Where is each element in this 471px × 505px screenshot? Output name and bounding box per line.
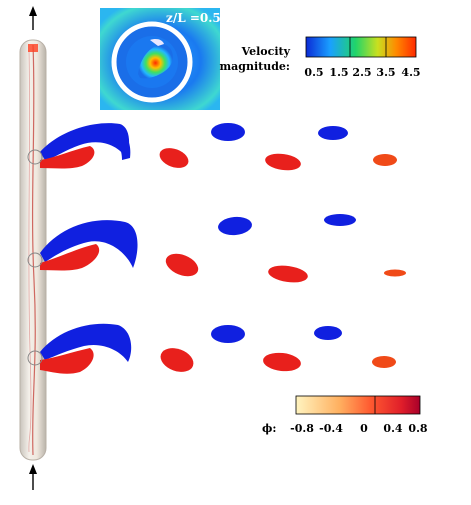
velocity-colorbar [305, 36, 417, 58]
vortex-blob [165, 253, 199, 277]
vortex-blob [265, 153, 301, 171]
vortex-blob [324, 214, 356, 226]
phi-legend-title: ϕ: [262, 422, 276, 435]
vortex-blob [40, 220, 138, 268]
velocity-legend-title-1: Velocity [241, 45, 291, 58]
top-arrow-icon [29, 6, 37, 30]
vortex-blob [314, 326, 342, 340]
phi-tick: 0.4 [383, 422, 402, 435]
vortex-blob [211, 123, 245, 141]
vortex-row-2 [27, 214, 406, 283]
phi-tick: -0.4 [319, 422, 343, 435]
phi-tick: -0.8 [290, 422, 314, 435]
vortex-blob [40, 146, 95, 169]
velocity-tick: 4.5 [401, 66, 420, 79]
vortex-blob [40, 348, 94, 374]
vortex-row-3 [27, 323, 396, 374]
vortex-blob [110, 128, 131, 160]
phi-legend: ϕ: -0.8 -0.4 0 0.4 0.8 [262, 395, 428, 435]
vortex-row-1 [27, 123, 397, 171]
inset-label: z/L =0.5 [166, 11, 221, 25]
vortex-blob [318, 126, 348, 140]
cylinder [19, 39, 47, 461]
vortex-blob [160, 348, 194, 372]
velocity-legend-title-2: magnitude: [220, 60, 290, 73]
vortex-blob [268, 265, 308, 283]
phi-tick: 0 [360, 422, 368, 435]
vortex-blob [384, 269, 406, 277]
inset-panel: z/L =0.5 [100, 8, 221, 110]
bottom-arrow-icon [29, 464, 37, 490]
vortex-blob [218, 216, 252, 236]
vortex-blob [372, 356, 396, 368]
vortex-blob [211, 325, 245, 343]
velocity-legend: Velocity magnitude: 0.5 1.5 2.5 3.5 4.5 [220, 36, 421, 79]
velocity-tick: 0.5 [304, 66, 323, 79]
vortex-blob [263, 352, 301, 372]
vortex-blob [159, 148, 189, 168]
vortex-blob [40, 123, 130, 160]
vortex-blob [40, 323, 132, 362]
phi-colorbar [295, 395, 421, 415]
velocity-tick: 2.5 [352, 66, 371, 79]
velocity-tick: 3.5 [376, 66, 395, 79]
vortex-blob [373, 154, 397, 166]
velocity-tick: 1.5 [329, 66, 348, 79]
phi-tick: 0.8 [408, 422, 427, 435]
vortex-blob [40, 244, 100, 271]
